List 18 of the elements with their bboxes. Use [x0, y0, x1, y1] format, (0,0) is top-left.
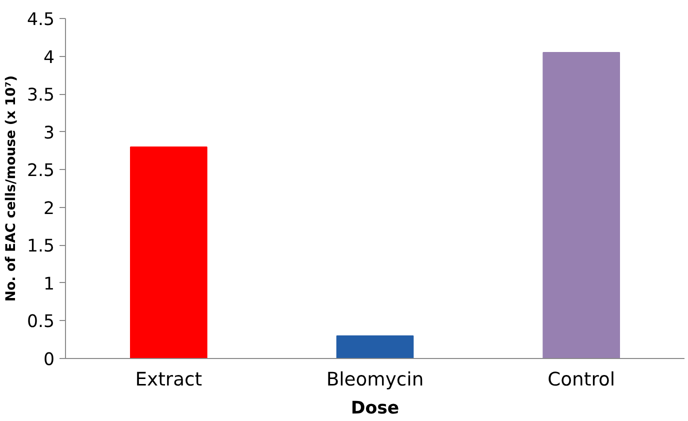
y-tick-label: 4.5 — [26, 10, 55, 30]
bar — [336, 335, 414, 358]
x-tick-label: Extract — [135, 370, 202, 390]
x-axis-title: Dose — [350, 398, 400, 418]
y-tick-label: 0 — [43, 350, 55, 370]
x-tick-label: Control — [548, 370, 616, 390]
bar — [542, 52, 620, 358]
y-tick-label: 3.5 — [26, 86, 55, 106]
y-tick-label: 1.5 — [26, 236, 55, 257]
y-tick-label: 2.5 — [26, 161, 55, 182]
y-axis-title: No. of EAC cells/mouse (x 10⁷) — [4, 75, 19, 302]
y-tick-label: 0.5 — [26, 312, 55, 332]
y-tick-label: 3 — [43, 123, 55, 144]
bar — [130, 146, 208, 358]
y-tick-label: 2 — [43, 198, 55, 219]
y-tick-label: 1 — [43, 274, 55, 294]
y-tick-label: 4 — [43, 48, 55, 68]
x-tick-label: Bleomycin — [326, 370, 424, 390]
